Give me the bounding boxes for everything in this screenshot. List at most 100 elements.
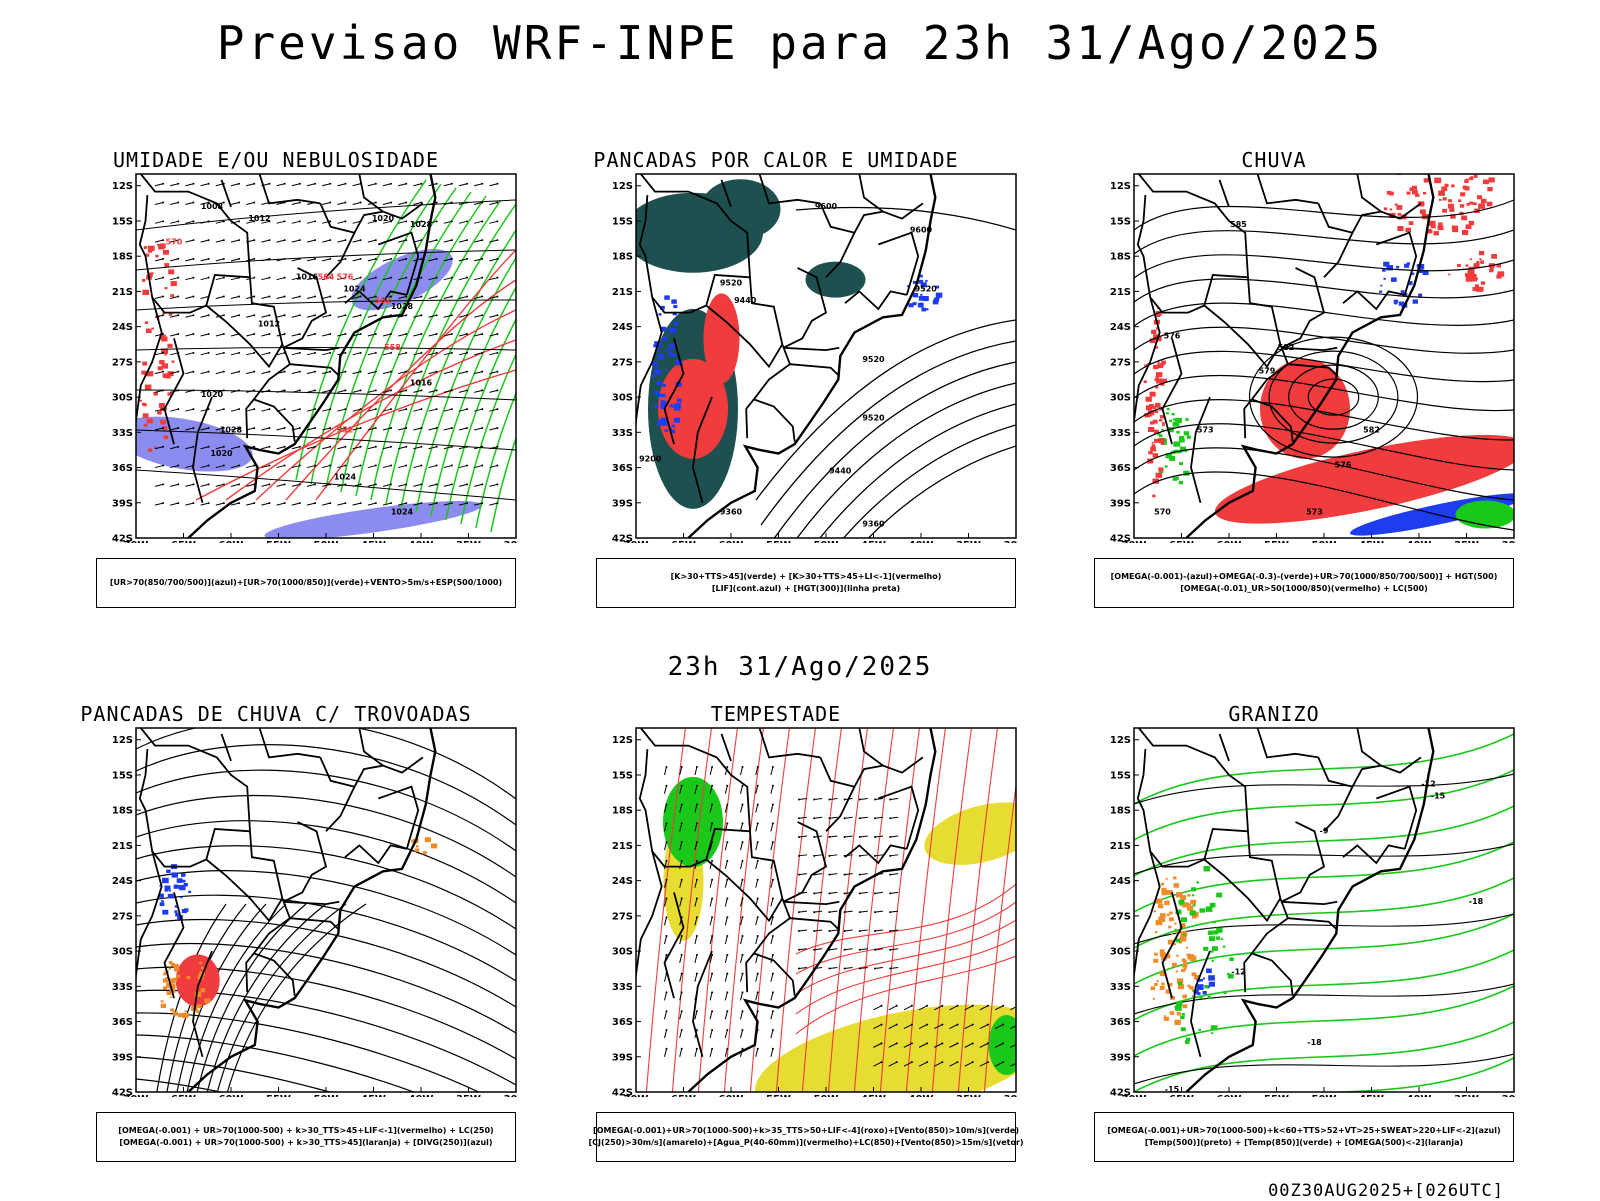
contour-label: 9600 bbox=[910, 226, 933, 235]
wind-vector bbox=[873, 1005, 882, 1011]
divergence-contour bbox=[180, 896, 183, 899]
wind-vector-head bbox=[971, 1023, 974, 1026]
red-dashed-contour bbox=[164, 353, 167, 356]
border-line bbox=[1243, 952, 1253, 993]
streamline-250 bbox=[136, 1056, 332, 1092]
wind-vector-head bbox=[405, 445, 408, 448]
wind-vector bbox=[200, 371, 209, 375]
wind-vector-head bbox=[268, 426, 271, 429]
wind-vector-head bbox=[177, 445, 180, 448]
wind-vector bbox=[322, 295, 331, 299]
thunderstorm-orange-area bbox=[200, 988, 206, 993]
wind-vector-head bbox=[711, 1028, 714, 1031]
wind-vector bbox=[844, 835, 853, 838]
wind-vector bbox=[428, 502, 437, 506]
map-trovoadas[interactable]: 12S15S18S21S24S27S30S33S36S39S42S70W65W6… bbox=[96, 724, 518, 1097]
wind-vector-head bbox=[828, 911, 831, 914]
wind-vector bbox=[322, 352, 331, 356]
wind-vector-head bbox=[177, 182, 180, 185]
omega500-area bbox=[1155, 898, 1163, 904]
wind-vector bbox=[291, 202, 300, 206]
wind-vector-head bbox=[956, 1042, 959, 1045]
wind-vector-head bbox=[874, 836, 876, 839]
wind-vector bbox=[154, 465, 164, 469]
wind-vector-head bbox=[207, 464, 210, 467]
hgt300-contour bbox=[867, 445, 1016, 538]
temp850-contour bbox=[1212, 946, 1218, 951]
map-chuva[interactable]: 585 582 579 576 573 570 582 576 573 12S 15S 18S 21S 2… bbox=[1094, 170, 1516, 543]
map-tempestade[interactable]: 12S15S18S21S24S27S30S33S36S39S42S70W65W6… bbox=[596, 724, 1018, 1097]
wind-vector bbox=[382, 446, 392, 450]
red-dashed-contour bbox=[159, 360, 165, 365]
lon-label: 45W bbox=[1359, 1094, 1384, 1097]
wind-vector bbox=[874, 891, 884, 894]
wind-vector-head bbox=[314, 314, 316, 317]
wind-vector-head bbox=[192, 182, 195, 185]
lifted-index-contour bbox=[661, 394, 666, 398]
lifted-index-contour bbox=[672, 405, 675, 408]
lifted-index-contour bbox=[675, 360, 683, 366]
instability-area bbox=[700, 179, 781, 240]
wind-vector bbox=[934, 1061, 943, 1067]
lon-label: 30W bbox=[1004, 1094, 1018, 1097]
wind-vector bbox=[352, 371, 361, 375]
divergence-contour bbox=[171, 872, 178, 878]
wind-vector bbox=[709, 841, 713, 851]
wind-vector bbox=[443, 295, 452, 299]
wind-vector bbox=[770, 879, 774, 888]
wind-vector-head bbox=[466, 295, 468, 298]
wind-vector bbox=[489, 295, 498, 299]
map-svg-chuva: 58558257957657357058257657312S15S18S21S2… bbox=[1110, 173, 1516, 543]
wind-vector-head bbox=[162, 276, 164, 279]
thunderstorm-orange-area bbox=[182, 1012, 189, 1019]
wind-vector-head bbox=[771, 803, 774, 806]
wind-vector bbox=[979, 1042, 989, 1048]
thunderstorm-orange-area bbox=[166, 991, 172, 995]
lon-label: 30W bbox=[1502, 1094, 1516, 1097]
wind-vector bbox=[322, 465, 331, 469]
wind-vector bbox=[740, 954, 743, 963]
wind-vector-head bbox=[874, 967, 876, 970]
map-granizo[interactable]: -12 -15 -18 -9 -12 -18 -15 12S 15S 18S 21S 24S 27S 30… bbox=[1094, 724, 1516, 1097]
wind-vector-head bbox=[889, 929, 892, 932]
wind-vector-head bbox=[726, 784, 729, 787]
wind-vector bbox=[903, 1042, 913, 1048]
map-umidade[interactable]: 1008 1012 1016 1020 1024 1028 1016 1012 1020 1028… bbox=[96, 170, 518, 543]
map-pancadas-calor[interactable]: 9600 9520 9440 9360 9200 9520 9520 9440 9360 9600… bbox=[596, 170, 1018, 543]
wind-vector bbox=[428, 483, 437, 487]
lat-label: 42S bbox=[612, 1088, 633, 1098]
wind-vector bbox=[443, 465, 452, 469]
humidity-green-contour bbox=[475, 391, 516, 529]
wind-vector bbox=[154, 502, 164, 506]
wind-vector-head bbox=[374, 276, 377, 279]
contour-label: -18 bbox=[1307, 1038, 1322, 1047]
wind-vector bbox=[903, 1005, 913, 1011]
wind-vector bbox=[170, 427, 179, 431]
wind-vector bbox=[215, 446, 224, 450]
wind-vector-head bbox=[665, 991, 668, 994]
wind-vector bbox=[398, 408, 407, 412]
wind-vector-head bbox=[895, 1004, 898, 1007]
rain-area bbox=[1471, 277, 1477, 282]
lifted-index-contour bbox=[656, 344, 661, 348]
lat-label: 27S bbox=[612, 357, 633, 368]
omega-blue-area bbox=[1380, 284, 1383, 287]
wind-vector-head bbox=[177, 502, 180, 505]
border-line bbox=[1342, 290, 1405, 311]
wind-vector-head bbox=[344, 483, 347, 486]
wind-vector-head bbox=[771, 897, 774, 900]
wind-vector-head bbox=[253, 408, 256, 411]
wind-vector-head bbox=[450, 408, 453, 411]
omega-blue-area bbox=[1422, 270, 1429, 275]
wind-vector-head bbox=[268, 408, 271, 411]
contour-label: -12 bbox=[1231, 968, 1245, 977]
border-line bbox=[283, 900, 340, 906]
wind-vector bbox=[154, 371, 164, 375]
wind-vector bbox=[890, 797, 899, 800]
wind-vector-head bbox=[858, 948, 861, 951]
wind-vector-head bbox=[390, 333, 392, 336]
wind-vector bbox=[215, 483, 224, 487]
hgt300-contour bbox=[795, 206, 1016, 231]
thunderstorm-orange-area bbox=[168, 961, 173, 964]
wind-vector bbox=[934, 1024, 943, 1030]
